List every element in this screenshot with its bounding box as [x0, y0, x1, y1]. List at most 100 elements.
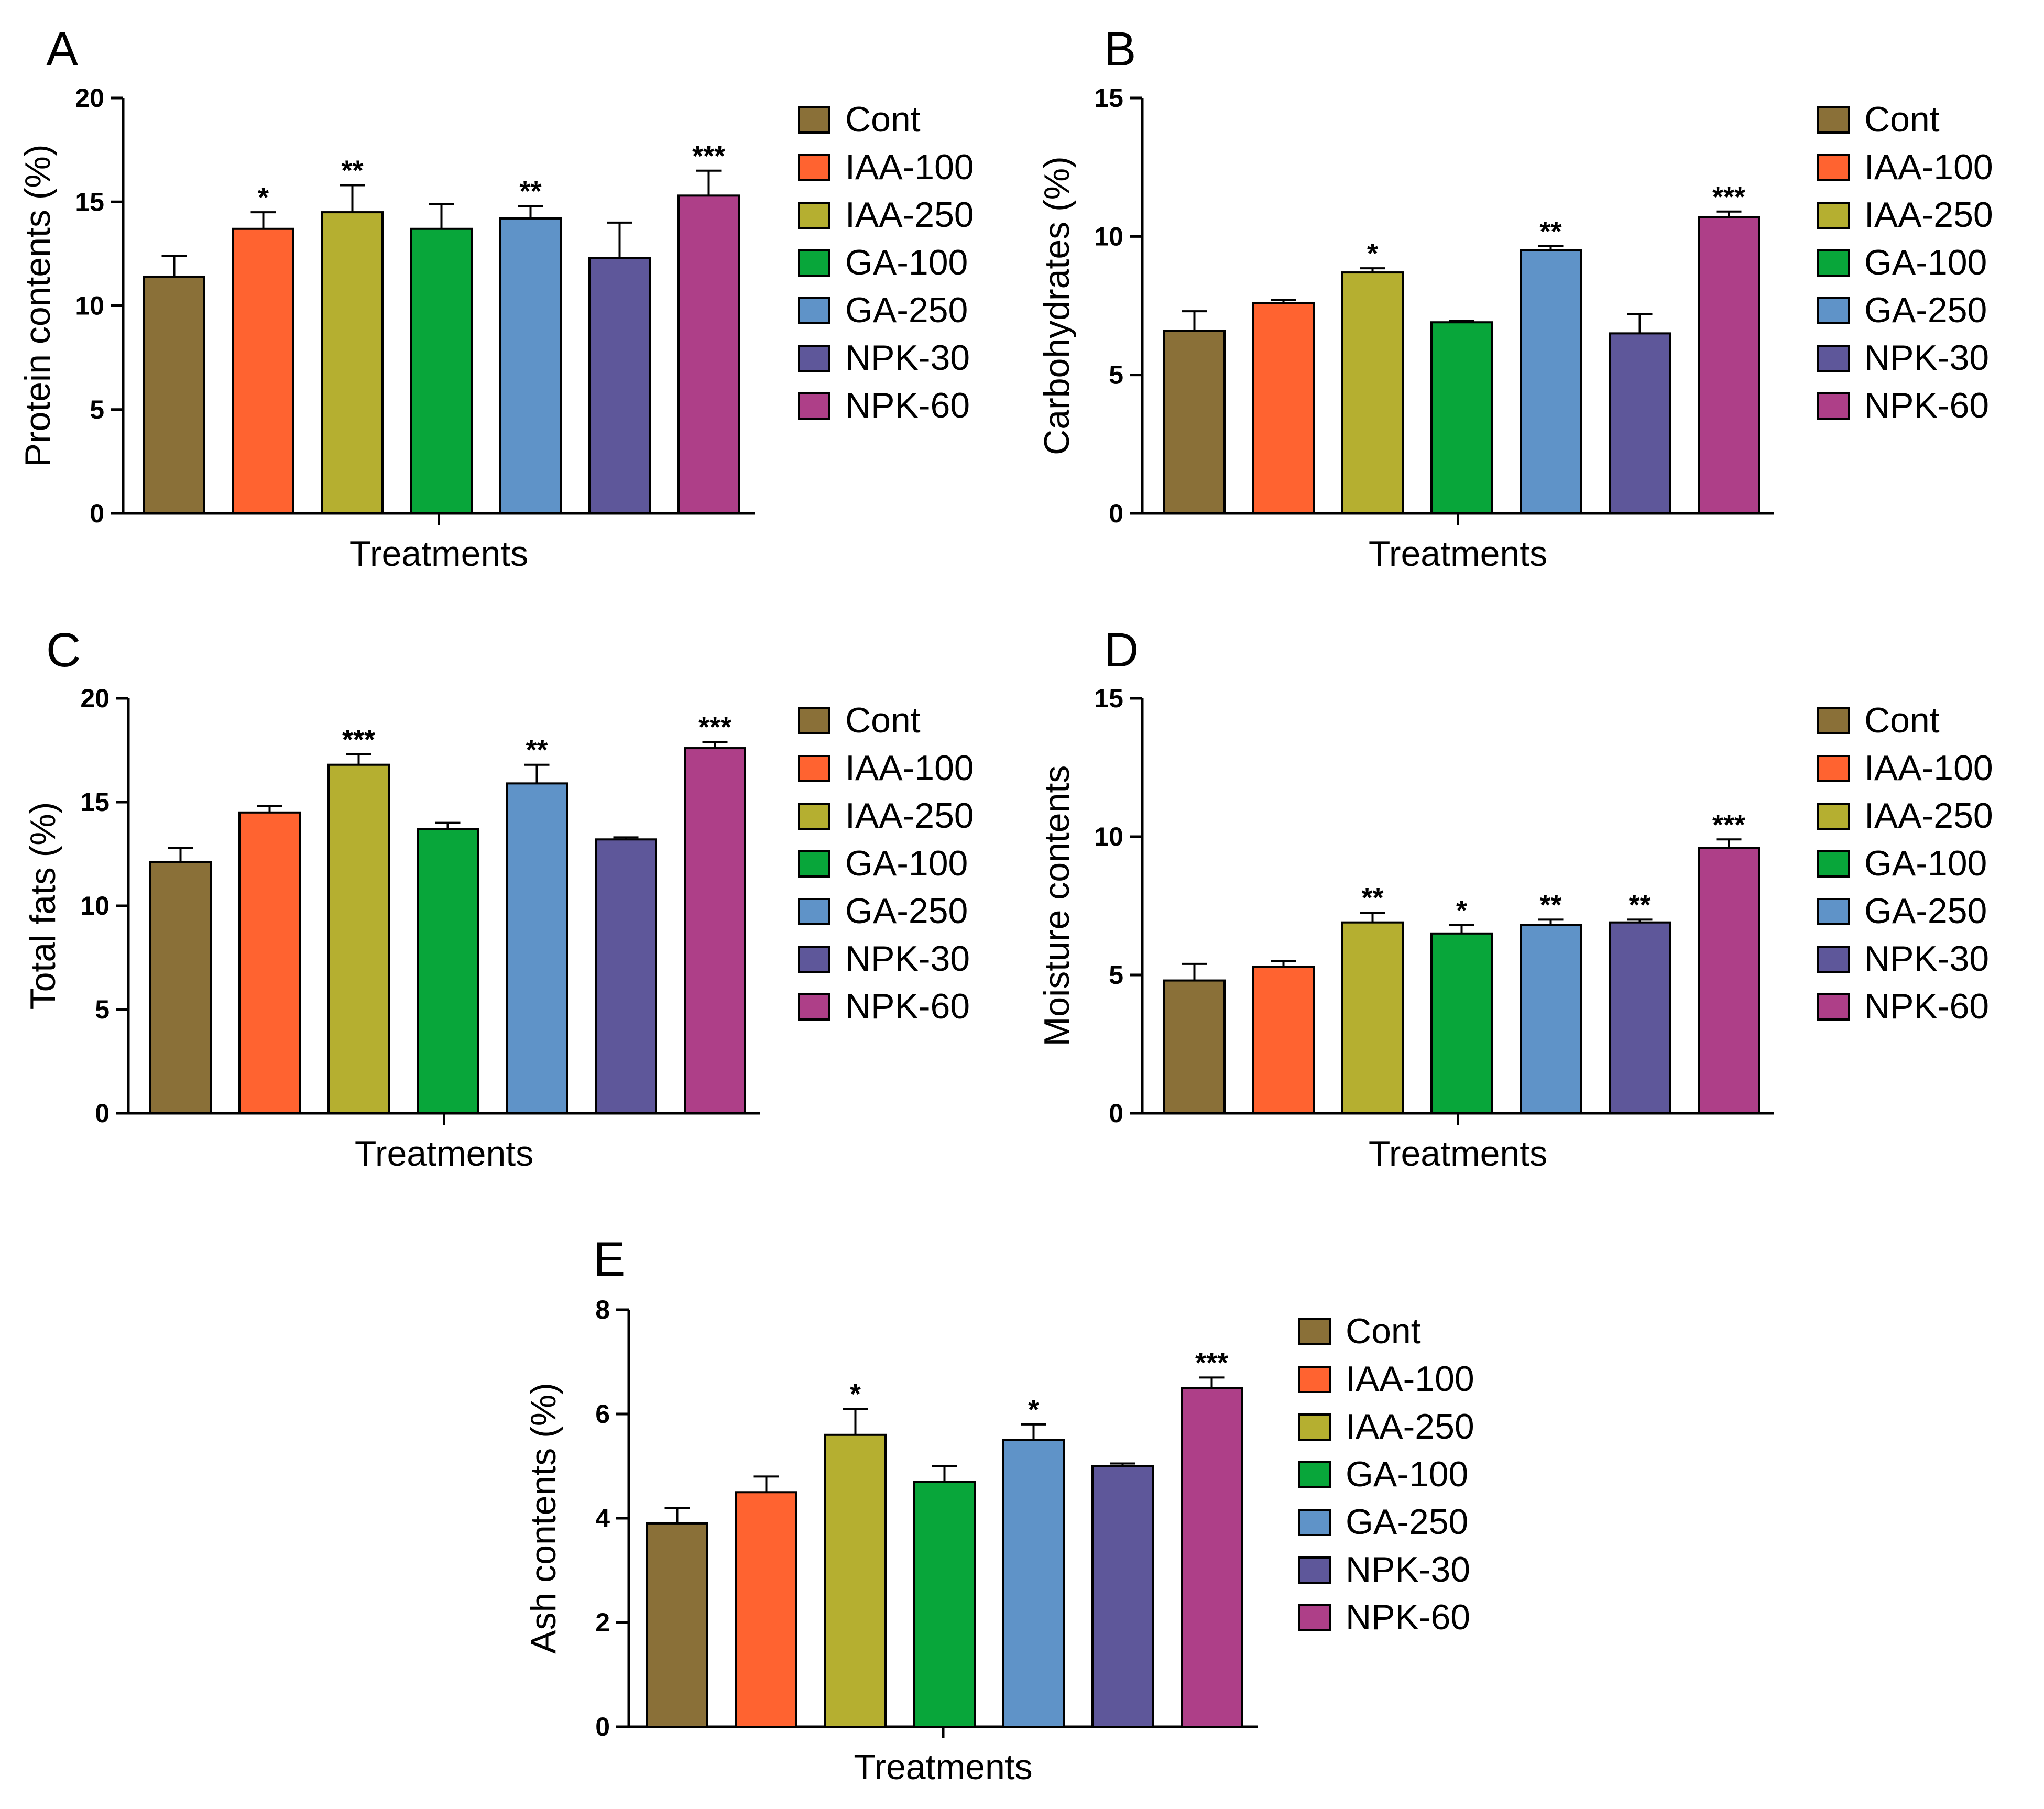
bar-ga-100 [1430, 321, 1493, 514]
legend-swatch [1817, 993, 1850, 1021]
significance-mark: * [258, 182, 269, 213]
legend-swatch [798, 946, 830, 973]
legend-label: GA-100 [1864, 243, 1987, 282]
bar-ga-100 [913, 1481, 976, 1728]
y-tick-label: 15 [1094, 83, 1123, 113]
panel-letter: A [46, 23, 79, 76]
significance-mark: ** [526, 734, 548, 766]
bar-cont [1163, 330, 1226, 515]
legend-label: Cont [1864, 700, 1940, 740]
y-tick-label: 20 [80, 684, 110, 713]
bar-iaa-100 [1252, 302, 1315, 514]
y-tick-label: 8 [595, 1295, 610, 1324]
y-tick-label: 15 [1094, 684, 1123, 713]
significance-mark: * [1028, 1394, 1039, 1426]
x-axis-title: Treatments [1369, 1134, 1547, 1174]
significance-mark: * [1367, 238, 1378, 269]
significance-mark: ** [519, 176, 541, 207]
y-tick-label: 10 [75, 291, 104, 321]
legend-label: GA-250 [845, 891, 968, 931]
significance-mark: *** [1712, 181, 1745, 213]
bar-ga-250 [506, 782, 568, 1114]
significance-mark: *** [698, 711, 731, 743]
legend-label: NPK-30 [1864, 939, 1989, 979]
legend-swatch [1817, 297, 1850, 324]
legend-swatch [798, 850, 830, 878]
y-axis-title: Total fats (%) [23, 802, 63, 1010]
legend-label: IAA-250 [1864, 195, 1993, 235]
legend-swatch [798, 154, 830, 181]
legend-label: IAA-100 [1864, 147, 1993, 187]
legend-swatch [1817, 106, 1850, 134]
x-axis-title: Treatments [349, 534, 528, 574]
significance-mark: * [1456, 895, 1467, 926]
x-axis-title: Treatments [355, 1134, 533, 1174]
significance-mark: *** [692, 140, 725, 172]
y-axis-title: Protein contents (%) [18, 144, 58, 467]
legend-swatch [798, 898, 830, 925]
bar-ga-250 [1520, 249, 1582, 514]
legend-swatch [1817, 946, 1850, 973]
legend-swatch [798, 249, 830, 277]
y-tick-label: 10 [1094, 822, 1123, 851]
panel-letter: B [1104, 23, 1136, 76]
bar-ga-250 [499, 217, 562, 515]
legend-label: IAA-100 [1864, 748, 1993, 788]
y-tick-label: 0 [1109, 499, 1123, 528]
legend-swatch [1817, 154, 1850, 181]
legend-swatch [798, 392, 830, 420]
bar-npk-60 [684, 747, 746, 1115]
bar-iaa-250 [1341, 921, 1404, 1115]
legend-label: GA-250 [1346, 1502, 1468, 1542]
panel-letter: E [593, 1233, 625, 1286]
bar-ga-250 [1002, 1439, 1065, 1728]
legend-swatch [1817, 392, 1850, 420]
bar-iaa-100 [232, 227, 294, 515]
bar-npk-30 [1609, 921, 1671, 1115]
y-tick-label: 5 [90, 395, 104, 424]
legend-swatch [798, 202, 830, 229]
bar-iaa-250 [1341, 271, 1404, 514]
legend-swatch [1817, 803, 1850, 830]
legend-swatch [1817, 249, 1850, 277]
legend-swatch [798, 707, 830, 734]
significance-mark: * [850, 1378, 861, 1410]
legend-label: NPK-30 [1346, 1550, 1470, 1589]
legend-swatch [798, 345, 830, 372]
y-tick-label: 6 [595, 1399, 610, 1429]
legend-label: NPK-60 [1864, 386, 1989, 425]
legend-label: NPK-30 [1864, 338, 1989, 378]
y-axis-title: Ash contents (%) [523, 1383, 563, 1654]
legend-swatch [1298, 1413, 1331, 1441]
legend-label: NPK-60 [845, 986, 970, 1026]
significance-mark: *** [342, 724, 375, 755]
legend-label: GA-100 [845, 243, 968, 282]
bar-npk-30 [588, 257, 651, 514]
bar-ga-100 [417, 828, 479, 1114]
y-tick-label: 10 [80, 891, 110, 920]
bar-npk-60 [1698, 216, 1760, 514]
y-tick-label: 10 [1094, 222, 1123, 251]
legend-swatch [1298, 1604, 1331, 1631]
y-tick-label: 4 [595, 1504, 610, 1533]
legend-label: GA-100 [845, 843, 968, 883]
legend-label: IAA-250 [845, 796, 974, 836]
bar-ga-100 [1430, 932, 1493, 1115]
legend-swatch [1298, 1318, 1331, 1345]
bar-ga-100 [410, 227, 473, 515]
significance-mark: ** [1539, 889, 1561, 920]
y-tick-label: 0 [90, 499, 104, 528]
legend-label: GA-100 [1346, 1454, 1468, 1494]
bar-iaa-100 [238, 811, 301, 1115]
legend-swatch [1817, 850, 1850, 878]
legend-swatch [1817, 898, 1850, 925]
legend-label: GA-100 [1864, 843, 1987, 883]
legend-swatch [1298, 1509, 1331, 1536]
bar-npk-60 [1698, 847, 1760, 1114]
significance-mark: *** [1712, 809, 1745, 840]
bar-iaa-100 [735, 1491, 797, 1728]
